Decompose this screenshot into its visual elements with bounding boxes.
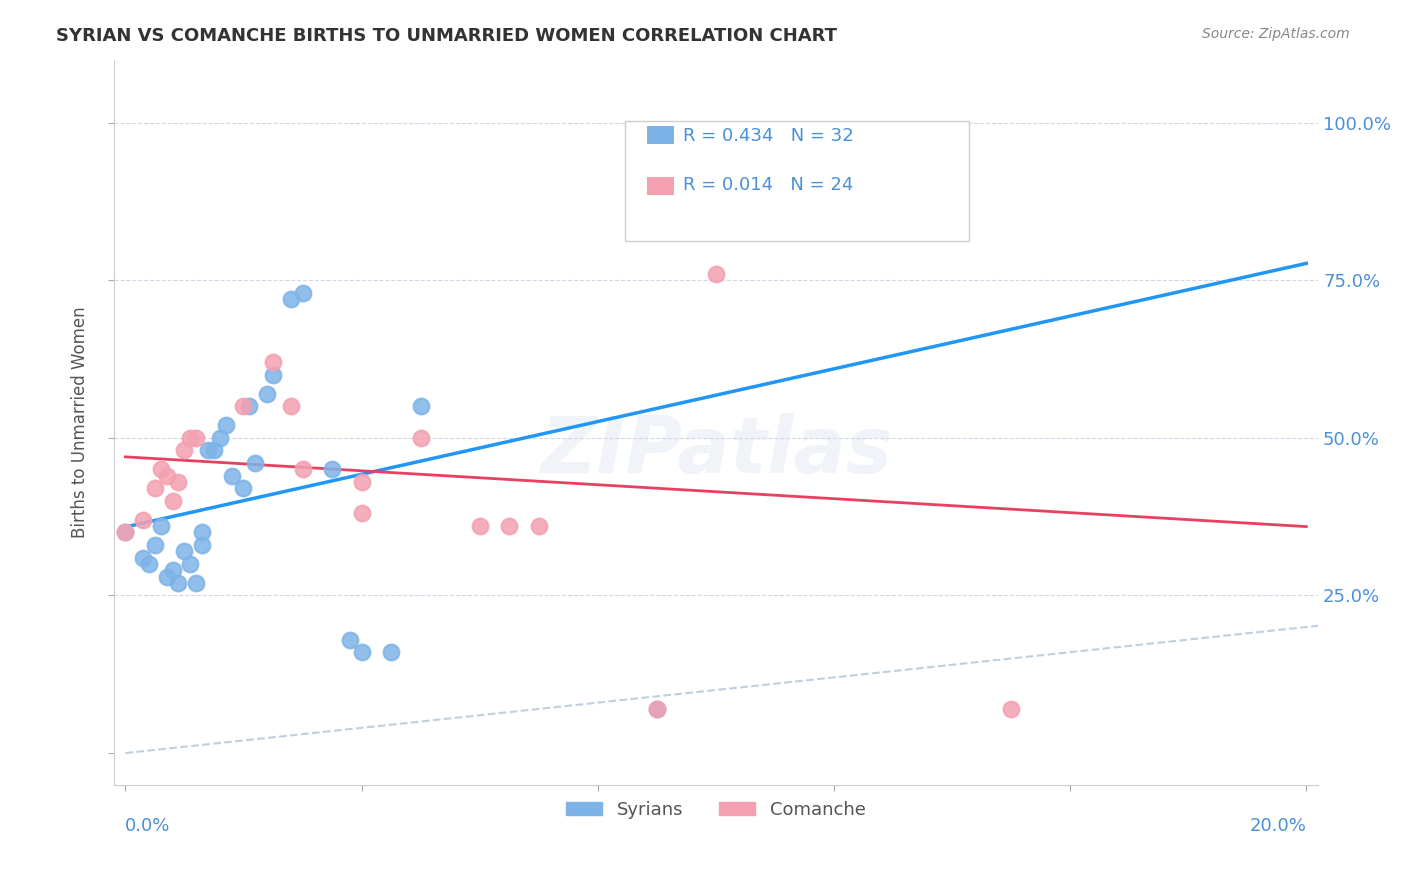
Point [409, 400, 432, 414]
Point [167, 575, 190, 590]
Text: 20.0%: 20.0% [1250, 816, 1306, 835]
Bar [647, 177, 673, 195]
Point [197, 443, 219, 458]
Point [179, 431, 201, 445]
Point [143, 481, 166, 495]
Point [704, 267, 727, 281]
Point [409, 431, 432, 445]
Text: SYRIAN VS COMANCHE BIRTHS TO UNMARRIED WOMEN CORRELATION CHART: SYRIAN VS COMANCHE BIRTHS TO UNMARRIED W… [56, 27, 837, 45]
Point [245, 456, 267, 470]
Bar [647, 127, 673, 145]
Point [156, 569, 179, 583]
Point [468, 519, 491, 533]
Y-axis label: Births to Unmarried Women: Births to Unmarried Women [72, 306, 89, 538]
Point [339, 632, 361, 647]
Point [114, 525, 136, 540]
Point [173, 544, 195, 558]
Point [132, 513, 155, 527]
Point [114, 525, 136, 540]
Point [162, 494, 184, 508]
Text: ZIPatlas: ZIPatlas [540, 413, 891, 489]
Text: Source: ZipAtlas.com: Source: ZipAtlas.com [1202, 27, 1350, 41]
Point [1000, 702, 1022, 716]
Point [321, 462, 343, 476]
Point [262, 368, 284, 382]
Point [675, 141, 697, 155]
Text: 0.0%: 0.0% [125, 816, 170, 835]
Point [149, 519, 172, 533]
Point [186, 431, 208, 445]
Point [215, 418, 238, 433]
Point [238, 400, 260, 414]
Point [527, 519, 550, 533]
Point [232, 400, 254, 414]
Point [191, 538, 214, 552]
Point [380, 645, 402, 659]
Point [763, 141, 786, 155]
Point [350, 475, 373, 489]
Point [232, 481, 254, 495]
Point [350, 507, 373, 521]
Point [162, 563, 184, 577]
Point [149, 462, 172, 476]
Point [202, 443, 225, 458]
FancyBboxPatch shape [626, 121, 969, 241]
Point [132, 550, 155, 565]
Point [280, 292, 302, 306]
Point [186, 575, 208, 590]
Point [138, 557, 160, 571]
Point [645, 702, 668, 716]
Point [173, 443, 195, 458]
Point [645, 702, 668, 716]
Point [262, 355, 284, 369]
Point [291, 462, 314, 476]
Point [167, 475, 190, 489]
Point [498, 519, 520, 533]
Point [156, 468, 179, 483]
Point [221, 468, 243, 483]
Point [291, 285, 314, 300]
Point [256, 386, 278, 401]
Legend: Syrians, Comanche: Syrians, Comanche [558, 794, 873, 826]
Point [143, 538, 166, 552]
Text: R = 0.014   N = 24: R = 0.014 N = 24 [683, 176, 853, 194]
Point [179, 557, 201, 571]
Point [191, 525, 214, 540]
Text: R = 0.434   N = 32: R = 0.434 N = 32 [683, 127, 853, 145]
Point [208, 431, 231, 445]
Point [350, 645, 373, 659]
Point [280, 400, 302, 414]
